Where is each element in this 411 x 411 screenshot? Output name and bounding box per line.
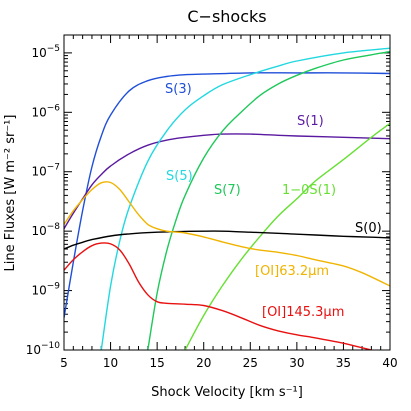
plot-frame: [63, 34, 391, 351]
y-tick-label: 10−10: [26, 341, 61, 357]
series-label-oi-63-2-m: [OI]63.2μm: [255, 264, 329, 279]
series-line-oi-63-2-m: [64, 181, 390, 287]
series-lines: [64, 47, 390, 350]
series-label-s-1: S(1): [297, 114, 324, 129]
y-axis-title: Line Fluxes [W m⁻² sr⁻¹]: [3, 115, 18, 272]
x-tick-label: 5: [60, 356, 68, 370]
series-label-1-0s-1: 1−0S(1): [282, 183, 336, 198]
series-label-s-0: S(0): [355, 221, 382, 236]
series-line-s-7: [147, 50, 390, 350]
x-tick-label: 40: [382, 356, 397, 370]
series-labels: S(3) S(1) S(5) S(7) 1−0S(1) S(0) [OI]63.2μm [OI…: [165, 82, 382, 320]
series-label-oi-145-3-m: [OI]145.3μm: [262, 305, 344, 320]
series-label-s-7: S(7): [214, 183, 241, 198]
y-tick-label: 10−9: [31, 282, 60, 298]
x-tick-label: 30: [289, 356, 304, 370]
x-tick-label: 25: [243, 356, 258, 370]
chart-title: C−shocks: [187, 7, 266, 26]
series-line-s-5: [100, 47, 390, 350]
y-tick-label: 10−7: [31, 163, 60, 179]
x-axis-title: Shock Velocity [km s⁻¹]: [151, 385, 303, 400]
y-tick-label: 10−5: [31, 44, 60, 60]
series-label-s-3: S(3): [165, 82, 192, 97]
series-line-s-0: [64, 230, 390, 250]
y-tick-label: 10−6: [31, 103, 60, 119]
series-label-s-5: S(5): [166, 169, 193, 184]
series-line-1-0s-1: [184, 122, 390, 350]
series-line-s-1: [64, 133, 390, 230]
y-tick-label: 10−8: [31, 222, 60, 238]
x-tick-label: 15: [150, 356, 165, 370]
x-tick-label: 10: [103, 356, 118, 370]
x-tick-label: 35: [336, 356, 351, 370]
x-tick-label: 20: [196, 356, 211, 370]
series-line-oi-145-3-m: [64, 242, 375, 350]
axis-ticks: 5 10 15 20 25 30 35 40 10−10 10−9 10−8 10−7 10−6 10−5: [26, 34, 398, 370]
